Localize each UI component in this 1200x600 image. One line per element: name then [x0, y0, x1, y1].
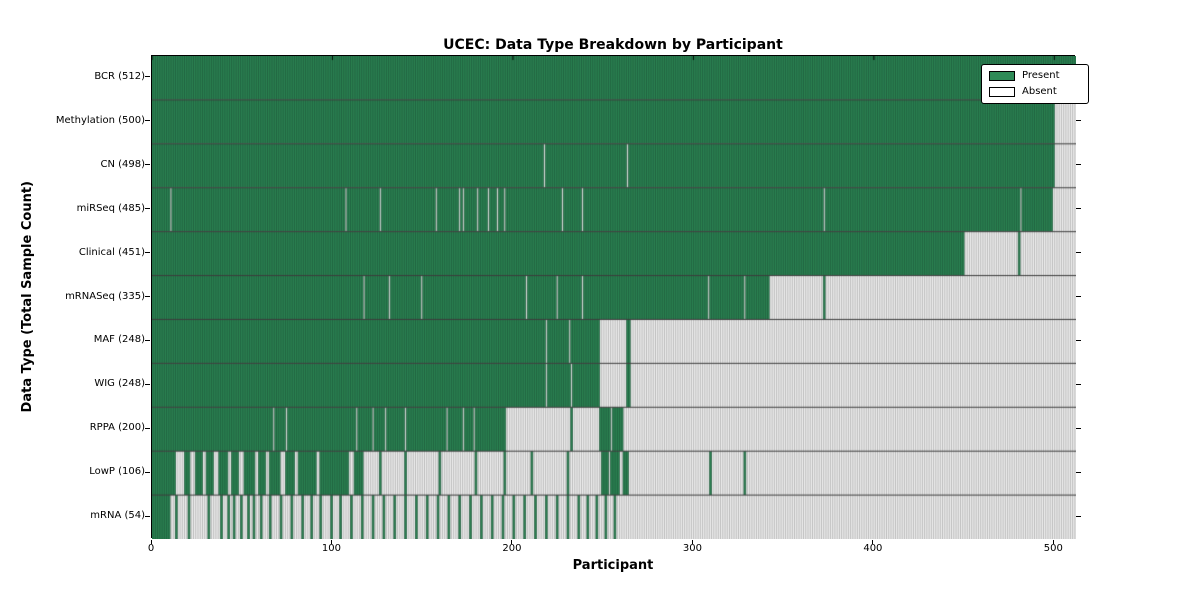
y-tick-mark-right — [1076, 515, 1081, 517]
row-label-mrnaseq: mRNASeq (335) — [65, 290, 145, 302]
x-tick-label: 0 — [147, 543, 155, 554]
row-label-clinical: Clinical (451) — [78, 246, 145, 258]
x-tick-mark — [330, 540, 332, 544]
row-label-bcr: BCR (512) — [94, 70, 145, 82]
y-tick-mark-left — [145, 427, 150, 429]
x-tick-label: 500 — [1043, 543, 1063, 554]
row-label-methylation: Methylation (500) — [55, 114, 145, 126]
y-tick-mark-left — [145, 471, 150, 473]
legend-label-absent: Absent — [1022, 86, 1057, 97]
chart-title: UCEC: Data Type Breakdown by Participant — [443, 37, 783, 53]
row-label-lowp: LowP (106) — [89, 466, 145, 478]
y-tick-mark-right — [1076, 383, 1081, 385]
plot-area — [151, 55, 1076, 539]
y-tick-mark-right — [1076, 339, 1081, 341]
y-tick-mark-left — [145, 208, 150, 210]
legend: Present Absent — [981, 64, 1089, 104]
legend-item-present: Present — [989, 70, 1081, 82]
y-tick-mark-right — [1076, 471, 1081, 473]
y-tick-mark-left — [145, 296, 150, 297]
row-label-mirseq: miRSeq (485) — [76, 202, 145, 214]
row-label-rppa: RPPA (200) — [89, 422, 145, 434]
absent-swatch — [989, 87, 1015, 97]
x-axis-label: Participant — [572, 558, 654, 573]
y-tick-mark-left — [145, 515, 150, 517]
y-tick-mark-left — [145, 164, 150, 166]
y-tick-mark-right — [1076, 252, 1081, 254]
x-tick-mark — [1052, 540, 1054, 544]
y-tick-mark-right — [1076, 208, 1081, 210]
y-tick-mark-right — [1076, 427, 1081, 429]
legend-item-absent: Absent — [989, 86, 1081, 98]
x-tick-mark — [691, 540, 693, 544]
y-tick-mark-left — [145, 383, 150, 385]
x-tick-label: 100 — [321, 543, 342, 554]
x-tick-label: 200 — [502, 543, 522, 554]
row-label-cn: CN (498) — [100, 158, 145, 170]
y-tick-mark-right — [1076, 164, 1081, 166]
x-tick-mark — [872, 540, 874, 544]
y-tick-mark-right — [1076, 296, 1081, 297]
legend-label-present: Present — [1022, 70, 1060, 81]
y-tick-mark-right — [1076, 120, 1081, 122]
y-tick-mark-left — [145, 339, 150, 341]
present-swatch — [989, 71, 1015, 81]
x-tick-mark — [511, 540, 513, 544]
y-tick-mark-left — [145, 76, 150, 78]
row-label-mrna: mRNA (54) — [90, 510, 145, 522]
x-tick-label: 400 — [863, 543, 883, 554]
row-label-wig: WIG (248) — [94, 378, 145, 390]
y-tick-mark-left — [145, 120, 150, 122]
x-tick-label: 300 — [682, 543, 702, 554]
presence-matrix-canvas — [152, 56, 1076, 539]
x-tick-mark — [150, 540, 152, 544]
row-label-maf: MAF (248) — [93, 334, 145, 346]
y-tick-mark-left — [145, 252, 150, 254]
